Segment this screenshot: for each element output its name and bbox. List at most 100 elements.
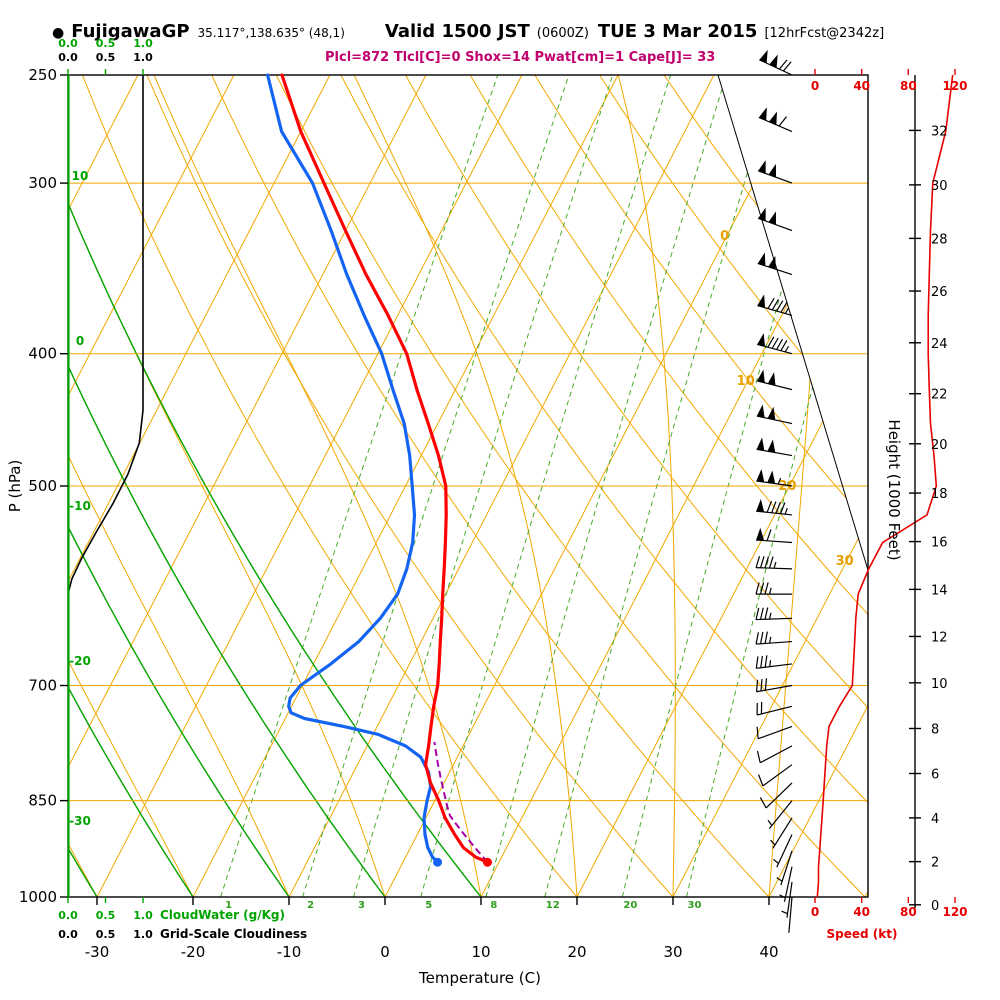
- surface-dewpoint-dot: [433, 857, 443, 867]
- svg-text:18: 18: [931, 487, 948, 502]
- wind-barb: [770, 817, 793, 849]
- fraction-scales: 0.00.00.00.00.50.50.50.51.01.01.01.0Clou…: [58, 37, 307, 941]
- svg-text:700: 700: [28, 677, 57, 695]
- svg-text:0: 0: [720, 229, 729, 244]
- svg-text:400: 400: [28, 345, 57, 363]
- svg-text:0: 0: [811, 79, 819, 93]
- wind-barb: [755, 582, 792, 595]
- stability-indices: Plcl=872 Tlcl[C]=0 Shox=14 Pwat[cm]=1 Ca…: [325, 50, 716, 65]
- svg-text:0.0: 0.0: [58, 909, 78, 922]
- wind-barb: [757, 252, 793, 276]
- wind-barb: [756, 499, 793, 516]
- station-coords: 35.117°,138.635° (48,1): [197, 26, 345, 40]
- svg-text:300: 300: [28, 174, 57, 192]
- wind-barb: [755, 607, 793, 621]
- wind-barb: [758, 107, 793, 133]
- svg-text:20: 20: [931, 438, 948, 453]
- svg-text:1000: 1000: [19, 888, 57, 906]
- svg-text:3: 3: [358, 900, 365, 911]
- svg-text:30: 30: [931, 179, 948, 194]
- svg-text:30: 30: [663, 943, 682, 961]
- wind-barb: [758, 764, 793, 787]
- wind-barb: [776, 850, 793, 886]
- svg-text:20: 20: [778, 479, 796, 494]
- svg-text:16: 16: [931, 536, 948, 551]
- wind-barb: [756, 725, 793, 740]
- wind-barbs: [755, 49, 793, 933]
- wind-barb: [755, 555, 793, 570]
- svg-text:22: 22: [931, 388, 948, 403]
- svg-text:10: 10: [737, 374, 755, 389]
- svg-text:250: 250: [28, 66, 57, 84]
- svg-text:12: 12: [931, 630, 948, 645]
- svg-text:8: 8: [931, 722, 939, 737]
- svg-text:24: 24: [931, 337, 948, 352]
- svg-text:12: 12: [546, 900, 560, 911]
- svg-text:10: 10: [471, 943, 490, 961]
- svg-text:-30: -30: [69, 814, 91, 828]
- station-name: FujigawaGP: [71, 21, 190, 42]
- svg-text:1.0: 1.0: [133, 928, 153, 941]
- temperature-curve: [280, 73, 492, 867]
- svg-text:500: 500: [28, 477, 57, 495]
- dewpoint-curve: [266, 73, 443, 867]
- svg-text:120: 120: [942, 905, 967, 919]
- svg-text:2: 2: [931, 856, 939, 871]
- svg-text:0.0: 0.0: [58, 51, 78, 64]
- svg-text:0: 0: [811, 905, 819, 919]
- svg-text:1: 1: [225, 900, 232, 911]
- svg-text:850: 850: [28, 792, 57, 810]
- svg-text:1.0: 1.0: [133, 909, 153, 922]
- svg-text:Grid-Scale Cloudiness: Grid-Scale Cloudiness: [160, 927, 307, 941]
- svg-text:CloudWater (g/Kg): CloudWater (g/Kg): [160, 908, 285, 922]
- svg-text:0.5: 0.5: [96, 51, 116, 64]
- valid-time: Valid 1500 JST: [384, 21, 530, 42]
- wind-barb: [755, 655, 793, 669]
- svg-text:Height (1000 Feet): Height (1000 Feet): [885, 419, 903, 560]
- wind-barb: [756, 527, 793, 544]
- svg-text:P (hPa): P (hPa): [6, 460, 24, 513]
- cloudiness-profile: [67, 75, 144, 595]
- svg-text:40: 40: [853, 905, 870, 919]
- svg-text:2: 2: [307, 900, 314, 911]
- wind-barb: [756, 437, 793, 457]
- wind-barb: [755, 678, 793, 693]
- svg-text:Speed (kt): Speed (kt): [827, 927, 898, 941]
- svg-text:10: 10: [72, 169, 89, 183]
- svg-text:14: 14: [931, 583, 948, 598]
- svg-text:5: 5: [425, 900, 432, 911]
- wind-barb: [759, 782, 793, 809]
- wind-barb: [756, 745, 793, 764]
- temperature-axis: -30 -20 -10 0 10 20 30 40 Temperature (C): [85, 897, 779, 987]
- svg-text:20: 20: [623, 900, 637, 911]
- svg-text:0.0: 0.0: [58, 928, 78, 941]
- wind-barb: [757, 294, 793, 316]
- wind-barb: [756, 701, 793, 716]
- surface-temperature-dot: [482, 857, 492, 867]
- svg-text:0.5: 0.5: [96, 37, 116, 50]
- svg-text:120: 120: [942, 79, 967, 93]
- svg-text:-30: -30: [85, 943, 110, 961]
- svg-text:28: 28: [931, 232, 948, 247]
- svg-text:1.0: 1.0: [133, 51, 153, 64]
- svg-text:1.0: 1.0: [133, 37, 153, 50]
- pressure-axis: 250 300 400 500 700 850 1000 P (hPa): [6, 66, 68, 906]
- svg-text:0: 0: [76, 334, 84, 348]
- wind-barb: [756, 469, 793, 487]
- wind-barb: [757, 333, 793, 355]
- wind-barb: [759, 49, 793, 76]
- header: ● FujigawaGP 35.117°,138.635° (48,1) Val…: [52, 21, 884, 42]
- svg-text:40: 40: [853, 79, 870, 93]
- wind-barb: [781, 881, 793, 918]
- parcel-curve: [433, 741, 489, 863]
- valid-zulu: (0600Z): [536, 26, 589, 41]
- speed-profile: [816, 74, 954, 898]
- svg-text:8: 8: [490, 900, 497, 911]
- svg-text:4: 4: [931, 812, 939, 827]
- wind-barb: [779, 866, 793, 902]
- svg-text:-20: -20: [69, 654, 91, 668]
- svg-text:6: 6: [931, 768, 939, 783]
- wind-barb: [757, 160, 793, 184]
